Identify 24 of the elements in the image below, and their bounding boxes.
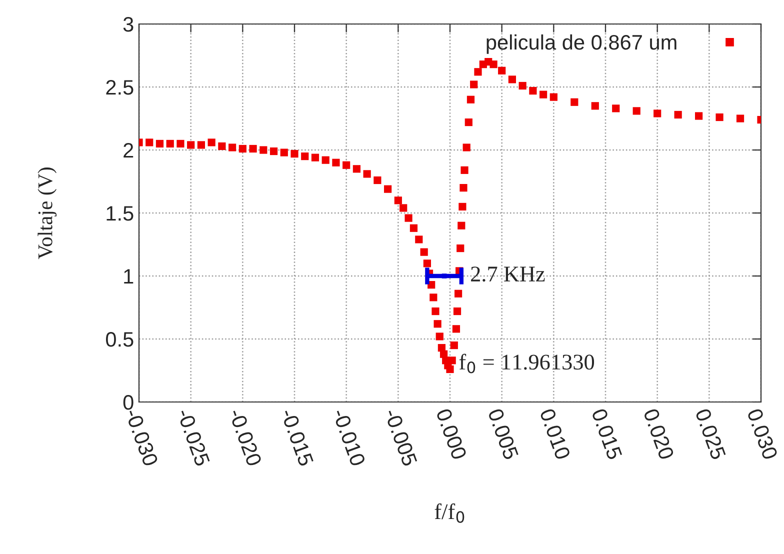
x-tick-label: -0.020 bbox=[228, 408, 262, 467]
x-tick-label: 0.025 bbox=[695, 408, 726, 460]
annotation: f$_{0}$ = 11.961330 bbox=[459, 354, 594, 374]
x-tick-label: 0.020 bbox=[643, 408, 674, 460]
y-tick-label: 2 bbox=[124, 143, 134, 158]
annotation: 2.7 KHz bbox=[471, 266, 545, 282]
y-tick-label: 0.5 bbox=[106, 332, 134, 347]
y-tick-label: 1 bbox=[124, 269, 134, 284]
y-axis-title: Voltaje (V) bbox=[38, 168, 57, 260]
x-tick-label: 0.030 bbox=[746, 408, 778, 460]
x-tick-label: 0.010 bbox=[540, 408, 571, 460]
x-tick-label: -0.005 bbox=[384, 408, 418, 467]
x-axis-title: f/f$_{0}$ bbox=[434, 503, 464, 523]
x-tick-label: -0.010 bbox=[332, 408, 366, 467]
x-tick-label: -0.015 bbox=[280, 408, 314, 467]
x-tick-label: 0.000 bbox=[436, 408, 468, 460]
legend-label: pelicula de 0.867 um bbox=[486, 34, 676, 54]
y-tick-label: 3 bbox=[123, 17, 134, 32]
x-tick-label: 0.015 bbox=[591, 408, 623, 460]
y-tick-label: 1.5 bbox=[106, 206, 134, 221]
y-tick-label: 0 bbox=[123, 395, 134, 410]
x-tick-label: -0.025 bbox=[176, 408, 210, 467]
y-tick-label: 2.5 bbox=[106, 80, 134, 95]
x-tick-label: 0.005 bbox=[488, 408, 519, 460]
